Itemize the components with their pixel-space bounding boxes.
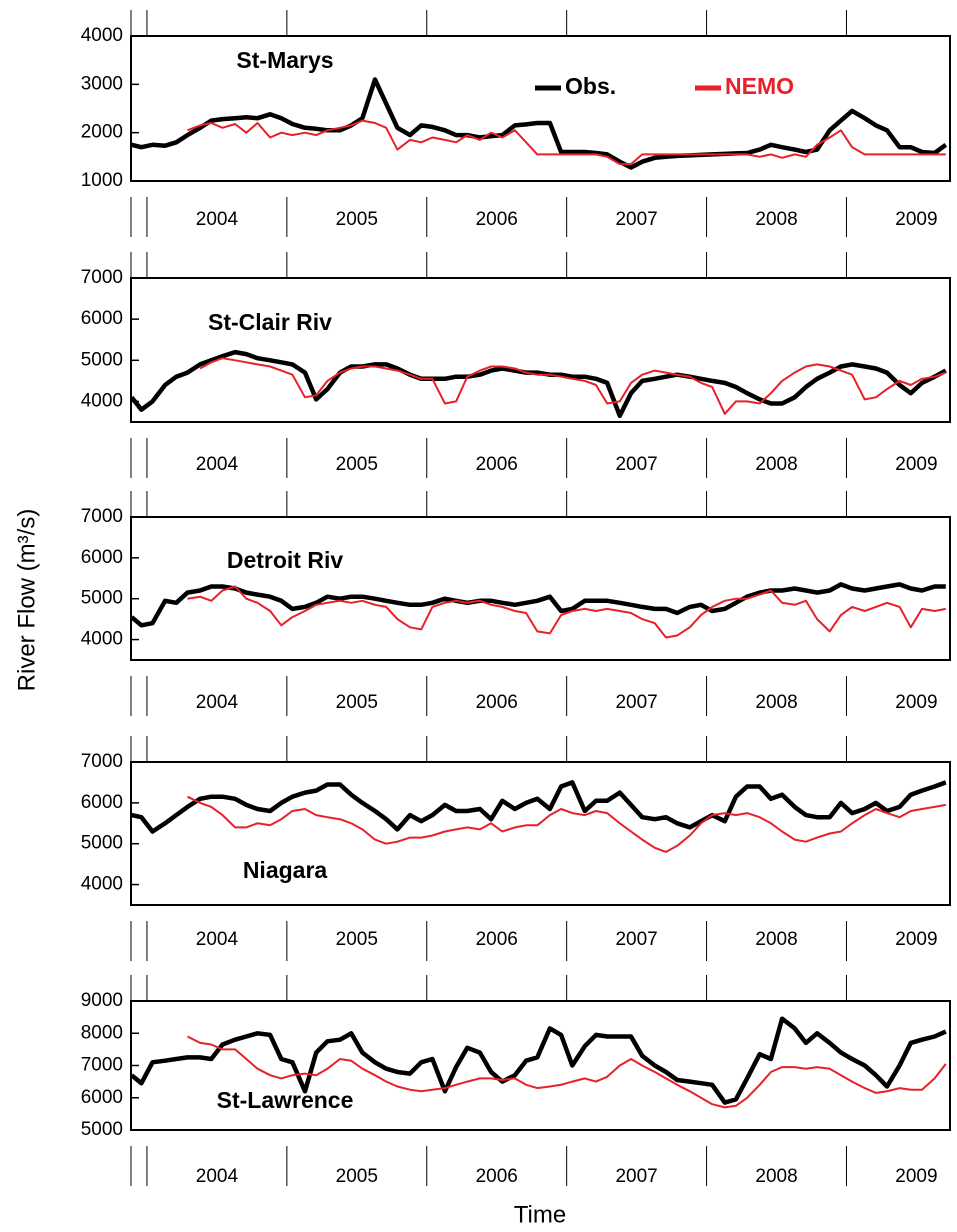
x-tick-label: 2005 <box>336 1166 378 1187</box>
obs-line <box>130 582 946 628</box>
y-tick-label: 8000 <box>81 1022 123 1043</box>
x-tick-label: 2008 <box>755 692 797 713</box>
y-tick-label: 2000 <box>81 122 123 143</box>
y-tick-label: 5000 <box>81 349 123 370</box>
x-tick-label: 2004 <box>196 929 239 950</box>
x-tick-label: 2007 <box>615 209 657 230</box>
x-tick-label: 2009 <box>895 1166 937 1187</box>
plot-frame <box>130 277 951 423</box>
y-tick-label: 3000 <box>81 73 123 94</box>
x-tick-label: 2006 <box>476 692 518 713</box>
model-line <box>187 119 946 166</box>
x-axis-label: Time <box>514 1201 566 1228</box>
plot-frame <box>130 516 951 661</box>
x-tick-label: 2004 <box>196 454 239 475</box>
x-tick-label: 2006 <box>476 454 518 475</box>
y-tick-label: 4000 <box>81 629 123 650</box>
y-tick-label: 6000 <box>81 547 123 568</box>
x-tick-label: 2004 <box>196 692 239 713</box>
y-tick-label: 4000 <box>81 874 123 895</box>
model-line <box>187 1035 947 1109</box>
x-tick-label: 2007 <box>615 1166 657 1187</box>
panel-title: Niagara <box>243 857 328 883</box>
obs-line <box>130 1016 947 1105</box>
y-axis-label: River Flow (m³/s) <box>13 509 40 692</box>
y-tick-label: 4000 <box>81 390 123 411</box>
x-tick-label: 2008 <box>755 454 797 475</box>
y-tick-label: 7000 <box>81 751 123 772</box>
x-tick-label: 2007 <box>615 692 657 713</box>
y-tick-label: 5000 <box>81 588 123 609</box>
legend-label: NEMO <box>725 73 794 99</box>
x-tick-label: 2006 <box>476 929 518 950</box>
x-tick-label: 2005 <box>336 929 378 950</box>
y-tick-label: 7000 <box>81 1055 123 1076</box>
y-tick-label: 6000 <box>81 792 123 813</box>
x-tick-label: 2009 <box>895 209 937 230</box>
y-tick-label: 5000 <box>81 1119 123 1140</box>
x-tick-label: 2008 <box>755 209 797 230</box>
x-tick-label: 2008 <box>755 1166 797 1187</box>
plot-frame <box>130 761 951 906</box>
x-tick-label: 2004 <box>196 1166 239 1187</box>
x-tick-label: 2006 <box>476 209 518 230</box>
x-tick-label: 2004 <box>196 209 239 230</box>
y-tick-label: 1000 <box>81 170 123 191</box>
x-tick-label: 2005 <box>336 454 378 475</box>
x-tick-label: 2009 <box>895 929 937 950</box>
legend-label: Obs. <box>565 73 616 99</box>
obs-line <box>129 349 947 419</box>
obs-line <box>131 77 948 170</box>
x-tick-label: 2008 <box>755 929 797 950</box>
y-tick-label: 6000 <box>81 1087 123 1108</box>
panel-title: Detroit Riv <box>227 547 344 573</box>
y-tick-label: 5000 <box>81 833 123 854</box>
x-tick-label: 2007 <box>615 454 657 475</box>
y-tick-label: 7000 <box>81 267 123 288</box>
x-tick-label: 2009 <box>895 692 937 713</box>
panel-title: St-Clair Riv <box>208 309 332 335</box>
model-line <box>199 357 947 415</box>
y-tick-label: 9000 <box>81 990 123 1011</box>
y-tick-label: 7000 <box>81 506 123 527</box>
obs-line <box>131 780 947 834</box>
x-tick-label: 2009 <box>895 454 937 475</box>
panel-title: St-Marys <box>236 47 333 73</box>
x-tick-label: 2006 <box>476 1166 518 1187</box>
model-line <box>187 795 946 853</box>
panel-title: St-Lawrence <box>217 1087 354 1113</box>
x-tick-label: 2005 <box>336 692 378 713</box>
y-tick-label: 4000 <box>81 25 123 46</box>
model-line <box>187 585 946 639</box>
x-tick-label: 2005 <box>336 209 378 230</box>
plot-frame <box>130 35 951 182</box>
y-tick-label: 6000 <box>81 308 123 329</box>
x-tick-label: 2007 <box>615 929 657 950</box>
